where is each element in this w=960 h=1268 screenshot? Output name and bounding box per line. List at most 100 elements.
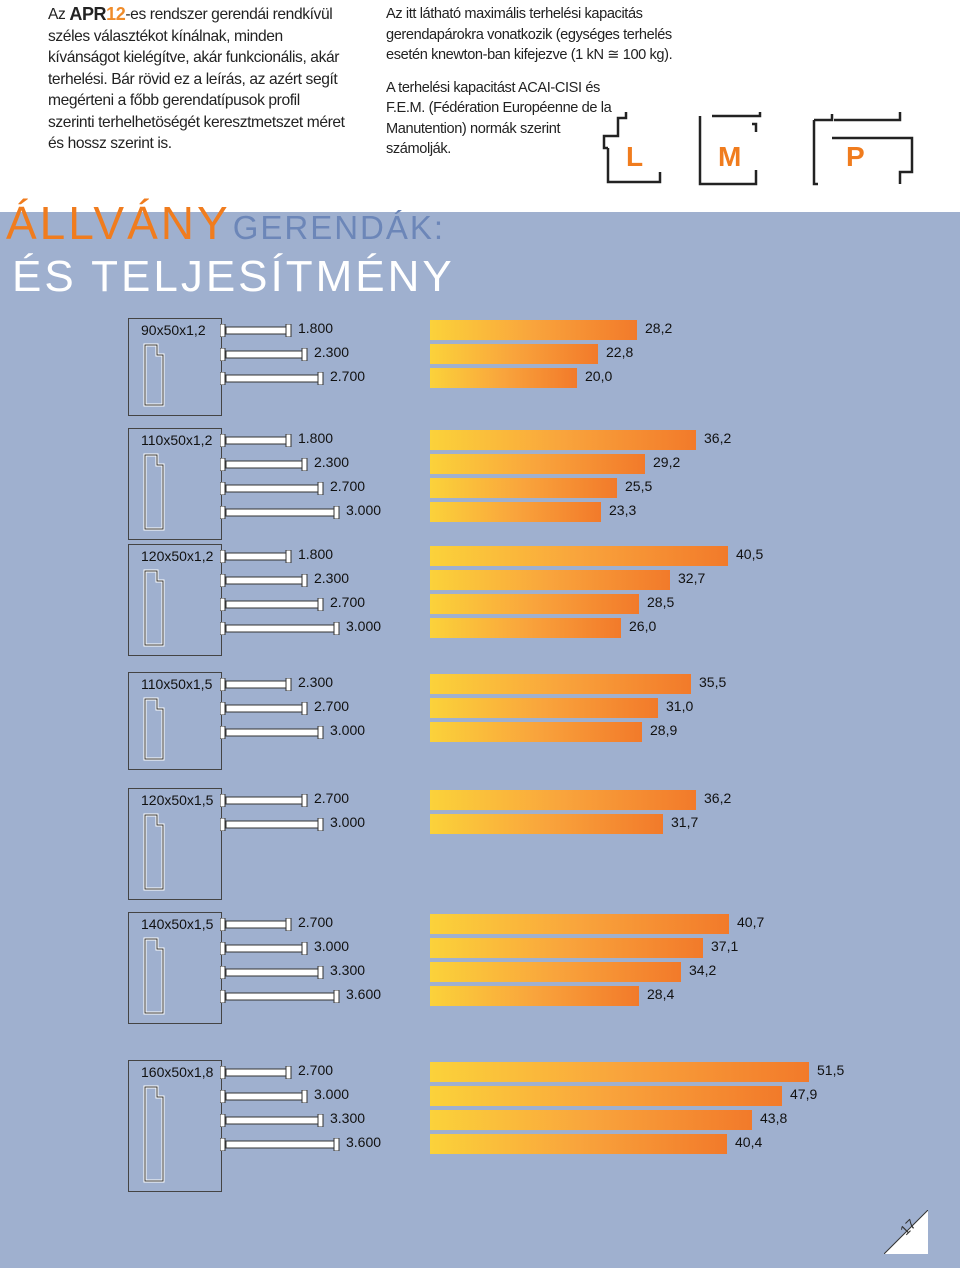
capacity-row: 3.600 28,4 [0,984,960,1008]
capacity-bar [430,1062,809,1082]
beam-length-icon [220,598,324,611]
lmp-profiles-svg: L M P [602,112,914,186]
capacity-bar [430,502,601,522]
beam-profile-icon [143,813,165,891]
beam-length-label: 2.700 [330,478,366,494]
beam-length-icon [220,966,324,979]
capacity-bar [430,1110,752,1130]
profile-label: 110x50x1,5 [141,676,213,692]
beam-length-icon [220,348,308,361]
capacity-value: 47,9 [790,1086,818,1102]
capacity-bar [430,938,703,958]
capacity-value: 35,5 [699,674,727,690]
intro-body: -es rendszer gerendái rendkívül széles v… [48,6,345,152]
capacity-row: 2.300 22,8 [0,342,960,366]
load-note: Az itt látható maximális terhelési kapac… [386,4,716,172]
beam-length-label: 1.800 [298,320,334,336]
beam-length-icon [220,622,340,635]
beam-length-label: 3.600 [346,1134,382,1150]
capacity-value: 51,5 [817,1062,845,1078]
beam-length-label: 3.600 [346,986,382,1002]
beam-profile-icon [143,343,165,407]
capacity-value: 28,2 [645,320,673,336]
capacity-bar [430,962,681,982]
capacity-value: 36,2 [704,430,732,446]
capacity-row: 2.700 25,5 [0,476,960,500]
beam-length-label: 2.700 [330,368,366,384]
beam-length-label: 3.000 [330,722,366,738]
beam-profile-icon [143,937,165,1015]
capacity-row: 3.000 28,9 [0,720,960,744]
capacity-row: 2.700 40,7 [0,912,960,936]
capacity-row: 2.700 36,2 [0,788,960,812]
beam-length-icon [220,990,340,1003]
profile-frame: 120x50x1,2 [128,544,222,656]
capacity-bar [430,914,729,934]
note-paragraph-2: A terhelési kapacitást ACAI-CISI és F.E.… [386,79,612,158]
capacity-value: 34,2 [689,962,717,978]
logo-apr: APR [69,4,107,24]
beam-length-icon [220,324,292,337]
capacity-value: 40,5 [736,546,764,562]
capacity-row: 2.300 32,7 [0,568,960,592]
capacity-row: 3.000 23,3 [0,500,960,524]
capacity-bar [430,546,728,566]
beam-length-icon [220,458,308,471]
capacity-value: 28,9 [650,722,678,738]
profile-frame: 120x50x1,5 [128,788,222,900]
capacity-bar [430,570,670,590]
beam-length-label: 3.000 [346,618,382,634]
beam-length-icon [220,1090,308,1103]
beam-length-icon [220,1066,292,1079]
lmp-profiles-graphic: L M P [600,112,920,190]
capacity-row: 2.700 20,0 [0,366,960,390]
capacity-row: 3.600 40,4 [0,1132,960,1156]
title-allvany: ÁLLVÁNY [6,197,231,249]
capacity-bar [430,344,598,364]
beam-profile-icon [143,569,165,647]
capacity-bar [430,814,663,834]
capacity-row: 1.800 36,2 [0,428,960,452]
beam-length-label: 2.700 [314,698,350,714]
capacity-bar [430,320,637,340]
beam-length-icon [220,942,308,955]
beam-length-label: 3.000 [346,502,382,518]
beam-length-label: 3.000 [314,938,350,954]
capacity-row: 3.000 31,7 [0,812,960,836]
beam-length-label: 2.700 [298,914,334,930]
capacity-row: 2.700 31,0 [0,696,960,720]
capacity-row: 2.700 51,5 [0,1060,960,1084]
profile-label: 120x50x1,5 [141,792,214,808]
capacity-row: 3.300 43,8 [0,1108,960,1132]
capacity-row: 2.300 29,2 [0,452,960,476]
capacity-bar [430,722,642,742]
capacity-value: 20,0 [585,368,613,384]
note-paragraph-1: Az itt látható maximális terhelési kapac… [386,6,673,63]
beam-length-label: 3.300 [330,962,366,978]
capacity-value: 37,1 [711,938,739,954]
capacity-value: 28,5 [647,594,675,610]
beam-length-label: 2.300 [314,344,350,360]
beam-length-label: 2.300 [314,454,350,470]
capacity-bar [430,430,696,450]
capacity-bar [430,674,691,694]
capacity-bar [430,1086,782,1106]
profile-frame: 110x50x1,2 [128,428,222,540]
beam-length-icon [220,794,308,807]
profile-frame: 160x50x1,8 [128,1060,222,1192]
capacity-bar [430,1134,727,1154]
capacity-bar [430,368,577,388]
capacity-row: 3.000 47,9 [0,1084,960,1108]
beam-length-label: 2.300 [314,570,350,586]
capacity-value: 40,4 [735,1134,763,1150]
section-title: ÁLLVÁNYGERENDÁK: [6,196,445,250]
capacity-row: 2.300 35,5 [0,672,960,696]
beam-profile-icon [143,1085,165,1183]
beam-length-label: 2.700 [314,790,350,806]
intro-text: Az APR12-es rendszer gerendái rendkívül … [48,4,348,155]
beam-length-icon [220,1114,324,1127]
beam-length-icon [220,550,292,563]
beam-profile-icon [143,697,165,761]
beam-length-label: 1.800 [298,430,334,446]
profile-label: 140x50x1,5 [141,916,214,932]
